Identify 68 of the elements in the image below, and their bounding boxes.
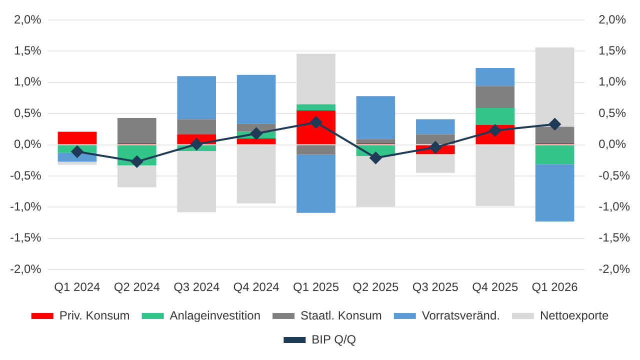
y-tick-label: 1,5% <box>14 44 42 58</box>
bar <box>296 145 336 155</box>
point <box>71 146 84 158</box>
point <box>190 138 203 150</box>
bar <box>535 126 574 144</box>
bar <box>117 118 156 144</box>
x-tick-label: Q3 2024 <box>174 280 220 294</box>
bar <box>476 145 515 206</box>
x-tick-label: Q1 2024 <box>54 280 101 294</box>
bar <box>296 154 336 213</box>
y-tick-label: 2,0% <box>14 12 42 26</box>
point <box>429 141 442 154</box>
bar <box>535 145 574 164</box>
bar <box>236 145 276 204</box>
bar <box>476 108 515 125</box>
x-tick-label: Q2 2024 <box>114 280 160 294</box>
x-tick-label: Q3 2025 <box>412 280 459 294</box>
bar <box>58 162 97 165</box>
bar <box>416 134 455 144</box>
bar <box>476 68 515 86</box>
bar <box>535 47 574 127</box>
point <box>250 128 262 140</box>
bar <box>356 156 396 207</box>
point <box>370 152 382 164</box>
bar <box>416 154 455 173</box>
y2-tick-label: -1,0% <box>598 200 630 214</box>
y2-tick-label: 0,0% <box>598 137 626 152</box>
y-tick-label: 1,0% <box>14 74 42 89</box>
bar <box>177 119 216 134</box>
bar <box>535 164 574 222</box>
bar <box>476 86 515 108</box>
x-tick-label: Q4 2024 <box>233 280 280 294</box>
bar <box>177 76 216 120</box>
bar <box>296 104 336 110</box>
y-tick-label: -2,0% <box>10 262 42 276</box>
y2-tick-label: -2,0% <box>598 262 630 276</box>
y-tick-label: 0,5% <box>14 106 42 120</box>
x-tick-label: Q2 2025 <box>352 280 400 294</box>
y-tick-label: 0,0% <box>14 137 42 152</box>
bar <box>236 138 276 144</box>
y2-tick-label: 1,5% <box>598 44 626 58</box>
y2-tick-label: 1,0% <box>598 74 626 89</box>
y2-tick-label: 2,0% <box>598 12 626 26</box>
y2-tick-label: -1,5% <box>598 230 630 245</box>
bar <box>356 96 396 140</box>
legend-label: Anlageinvestition <box>170 308 261 322</box>
legend-label: Vorratsveränd. <box>422 308 500 322</box>
y-tick-label: -1,0% <box>10 200 42 214</box>
bar <box>58 132 97 144</box>
bar <box>356 139 396 144</box>
x-tick-label: Q1 2026 <box>532 280 578 294</box>
x-tick-label: Q1 2025 <box>292 280 340 294</box>
bar <box>296 54 336 104</box>
legend-label: Priv. Konsum <box>59 308 130 322</box>
bar <box>177 151 216 212</box>
point <box>548 118 561 130</box>
bar <box>416 119 455 134</box>
x-tick-label: Q4 2025 <box>472 280 518 294</box>
y2-tick-label: -0,5% <box>598 168 630 182</box>
legend-label: BIP Q/Q <box>312 332 356 346</box>
legend-label: Nettoexporte <box>540 308 609 322</box>
y-tick-label: -1,5% <box>10 230 42 245</box>
bar <box>236 74 276 124</box>
legend-label: Staatl. Konsum <box>300 308 382 322</box>
point <box>130 156 143 168</box>
bar <box>117 165 156 188</box>
y-tick-label: -0,5% <box>10 168 42 182</box>
y2-tick-label: 0,5% <box>598 106 626 120</box>
